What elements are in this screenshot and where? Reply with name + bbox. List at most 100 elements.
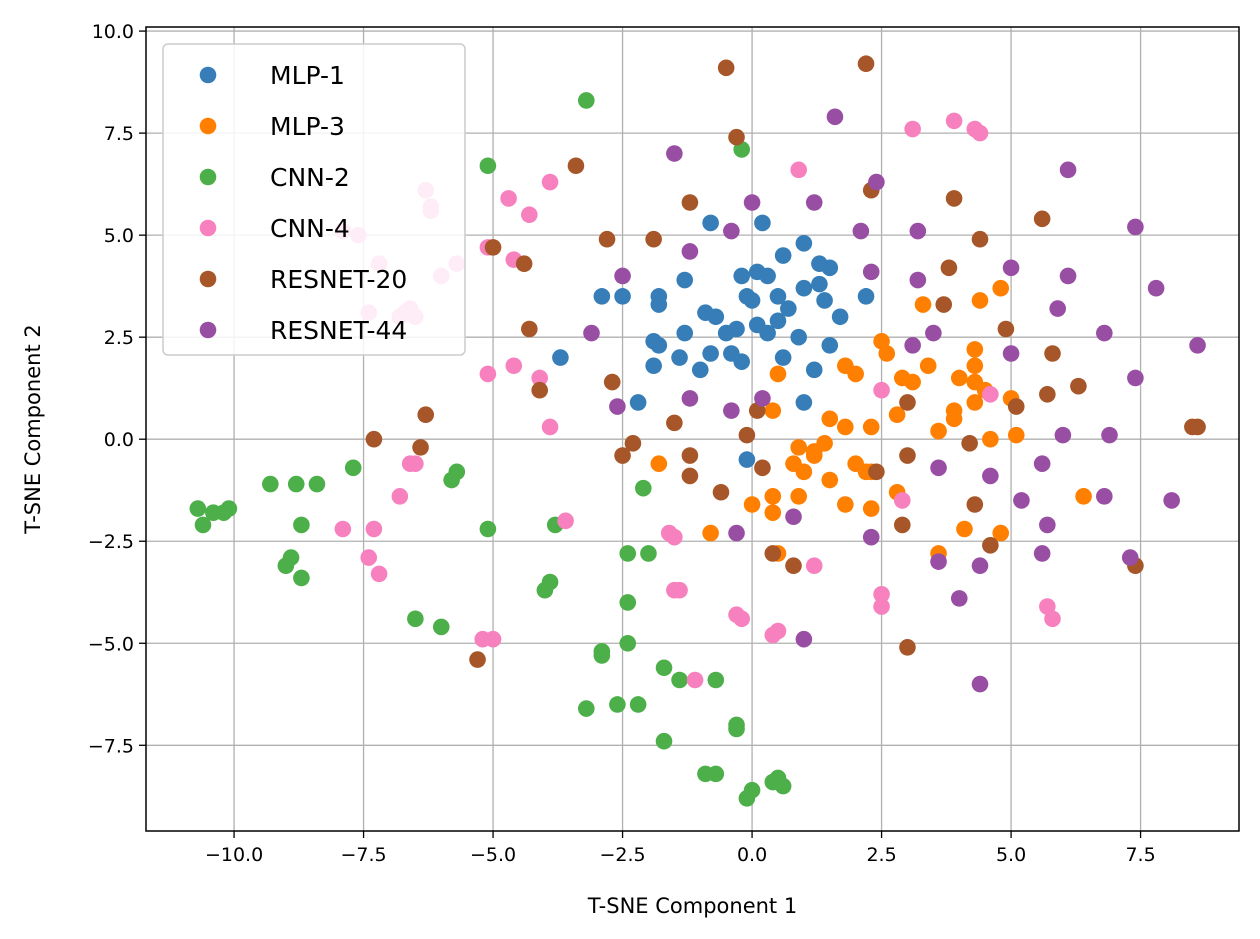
legend-label: RESNET-20 bbox=[270, 265, 407, 294]
legend-marker bbox=[199, 270, 217, 288]
data-point bbox=[961, 434, 978, 452]
legend-label: CNN-4 bbox=[270, 214, 350, 243]
data-point bbox=[945, 410, 963, 428]
data-point bbox=[1013, 492, 1030, 509]
data-point bbox=[821, 337, 839, 354]
data-point bbox=[790, 488, 807, 505]
data-point bbox=[899, 639, 916, 656]
data-point bbox=[650, 337, 668, 354]
data-point bbox=[759, 267, 776, 285]
data-point bbox=[578, 92, 595, 109]
data-point bbox=[893, 516, 911, 534]
data-point bbox=[743, 194, 761, 211]
data-point bbox=[919, 357, 937, 375]
data-point bbox=[821, 259, 839, 277]
data-point bbox=[774, 777, 792, 795]
legend: MLP-1 MLP-3 CNN-2 CNN-4 RESNET-20 RESNET-44 bbox=[162, 43, 466, 356]
data-point bbox=[862, 263, 880, 281]
data-point bbox=[738, 790, 756, 807]
data-point bbox=[862, 500, 880, 517]
legend-marker bbox=[199, 321, 217, 339]
data-point bbox=[1163, 492, 1180, 509]
data-point bbox=[764, 504, 782, 521]
data-point bbox=[552, 349, 569, 366]
data-point bbox=[702, 345, 719, 362]
legend-item: CNN-4 bbox=[199, 214, 350, 243]
series-mlp-3 bbox=[650, 279, 1092, 562]
data-point bbox=[945, 112, 963, 130]
data-point bbox=[293, 569, 310, 587]
data-point bbox=[614, 288, 631, 305]
y-tick-label: −7.5 bbox=[88, 735, 134, 757]
data-point bbox=[769, 288, 787, 305]
data-point bbox=[262, 475, 279, 493]
data-point bbox=[759, 324, 776, 342]
data-point bbox=[790, 328, 807, 346]
data-point bbox=[681, 194, 699, 211]
data-point bbox=[567, 157, 585, 175]
data-point bbox=[971, 124, 989, 142]
series-resnet-20 bbox=[365, 55, 1206, 668]
data-point bbox=[862, 418, 880, 436]
data-point bbox=[966, 394, 984, 411]
legend-label: MLP-1 bbox=[270, 61, 345, 90]
data-point bbox=[536, 581, 554, 599]
data-point bbox=[541, 418, 559, 436]
data-point bbox=[189, 500, 207, 517]
data-point bbox=[873, 585, 890, 603]
data-point bbox=[925, 324, 942, 342]
series-cnn-2 bbox=[189, 92, 792, 807]
data-point bbox=[785, 508, 802, 526]
data-point bbox=[992, 279, 1010, 297]
data-point bbox=[671, 671, 688, 689]
data-point bbox=[982, 430, 999, 448]
data-point bbox=[717, 59, 735, 77]
data-point bbox=[432, 618, 450, 636]
data-point bbox=[847, 365, 864, 383]
data-point bbox=[795, 235, 813, 252]
data-point bbox=[873, 598, 890, 615]
data-point bbox=[640, 545, 657, 562]
data-point bbox=[391, 488, 409, 505]
data-point bbox=[935, 296, 953, 313]
data-point bbox=[982, 467, 999, 485]
data-point bbox=[904, 337, 921, 354]
data-point bbox=[1127, 218, 1144, 236]
plot-frame bbox=[145, 26, 1240, 832]
data-point bbox=[1007, 398, 1025, 415]
legend-marker bbox=[199, 219, 217, 237]
data-point bbox=[717, 324, 735, 342]
data-point bbox=[1147, 279, 1165, 297]
data-point bbox=[878, 345, 896, 362]
data-point bbox=[676, 324, 694, 342]
data-point bbox=[293, 516, 310, 534]
data-point bbox=[728, 716, 745, 734]
data-point bbox=[707, 308, 725, 326]
data-point bbox=[821, 471, 839, 489]
data-point bbox=[831, 308, 849, 326]
data-point bbox=[619, 594, 637, 611]
data-point bbox=[914, 296, 932, 313]
data-point bbox=[868, 173, 885, 191]
legend-label: RESNET-44 bbox=[270, 316, 407, 345]
data-point bbox=[805, 194, 823, 211]
data-point bbox=[857, 55, 875, 73]
data-point bbox=[334, 520, 352, 538]
data-point bbox=[909, 271, 927, 289]
legend-marker bbox=[199, 117, 217, 135]
data-point bbox=[360, 549, 378, 566]
data-point bbox=[1007, 426, 1025, 444]
data-point bbox=[681, 390, 699, 407]
y-tick-label: 2.5 bbox=[104, 327, 134, 349]
data-point bbox=[344, 459, 362, 477]
data-point bbox=[785, 557, 802, 575]
data-point bbox=[728, 524, 745, 542]
x-axis-label: T-SNE Component 1 bbox=[587, 894, 797, 918]
data-point bbox=[650, 455, 668, 472]
data-point bbox=[619, 545, 637, 562]
data-point bbox=[899, 394, 916, 411]
data-point bbox=[743, 292, 761, 309]
data-point bbox=[1189, 337, 1206, 354]
data-point bbox=[1033, 545, 1051, 562]
